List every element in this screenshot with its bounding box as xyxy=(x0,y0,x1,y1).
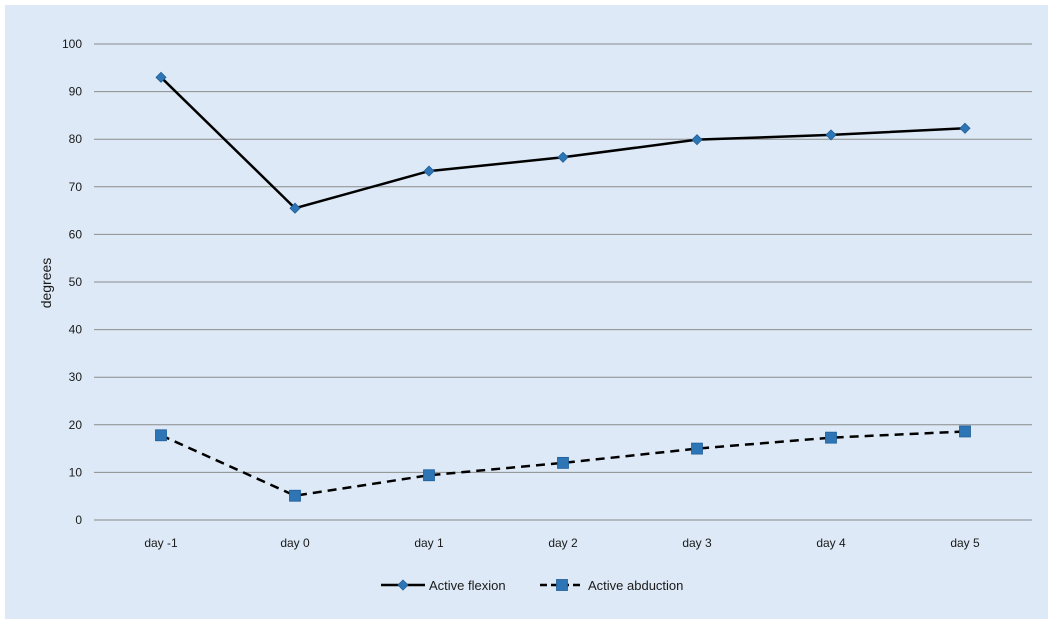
series-active-flexion xyxy=(155,71,971,214)
y-tick-label: 90 xyxy=(69,85,83,99)
y-tick-label: 60 xyxy=(69,227,83,241)
series-active-abduction xyxy=(155,425,971,502)
data-point-marker xyxy=(557,456,569,469)
x-tick-label: day 5 xyxy=(950,536,980,550)
legend-marker xyxy=(556,579,568,591)
data-point-marker xyxy=(959,122,971,134)
legend-label: Active abduction xyxy=(588,578,683,593)
data-point-marker xyxy=(289,202,301,214)
data-point-marker xyxy=(423,165,435,177)
legend-item: Active flexion xyxy=(381,578,506,593)
data-point-marker xyxy=(691,134,703,146)
y-tick-label: 70 xyxy=(69,180,83,194)
data-point-marker xyxy=(423,469,435,482)
y-axis-ticks: 0 10 20 30 40 50 60 70 80 90 100 xyxy=(62,37,82,527)
legend-marker xyxy=(397,579,409,591)
y-tick-label: 40 xyxy=(69,323,83,337)
data-point-marker xyxy=(825,129,837,141)
legend-label: Active flexion xyxy=(429,578,506,593)
y-tick-label: 30 xyxy=(69,370,83,384)
gridlines xyxy=(94,43,1032,521)
y-tick-label: 20 xyxy=(69,418,83,432)
legend: Active flexion Active abduction xyxy=(381,578,683,593)
data-point-marker xyxy=(825,431,837,444)
x-tick-label: day 2 xyxy=(548,536,578,550)
y-tick-label: 80 xyxy=(69,132,83,146)
data-point-marker xyxy=(959,425,971,438)
data-point-marker xyxy=(557,151,569,163)
x-tick-label: day 1 xyxy=(414,536,444,550)
x-axis-ticks: day -1 day 0 day 1 day 2 day 3 day 4 day 5 xyxy=(144,536,980,550)
y-tick-label: 100 xyxy=(62,37,82,51)
y-tick-label: 10 xyxy=(69,465,83,479)
x-tick-label: day 0 xyxy=(280,536,310,550)
series-layer xyxy=(155,71,971,502)
data-point-marker xyxy=(155,429,167,442)
y-tick-label: 0 xyxy=(75,513,82,527)
x-tick-label: day 3 xyxy=(682,536,712,550)
x-tick-label: day 4 xyxy=(816,536,846,550)
data-point-marker xyxy=(691,442,703,455)
data-point-marker xyxy=(155,71,167,83)
series-line xyxy=(160,76,966,210)
data-point-marker xyxy=(289,489,301,502)
y-tick-label: 50 xyxy=(69,275,83,289)
legend-item: Active abduction xyxy=(540,578,683,593)
x-tick-label: day -1 xyxy=(144,536,178,550)
chart-area xyxy=(5,5,1048,619)
y-axis-label: degrees xyxy=(38,258,54,309)
